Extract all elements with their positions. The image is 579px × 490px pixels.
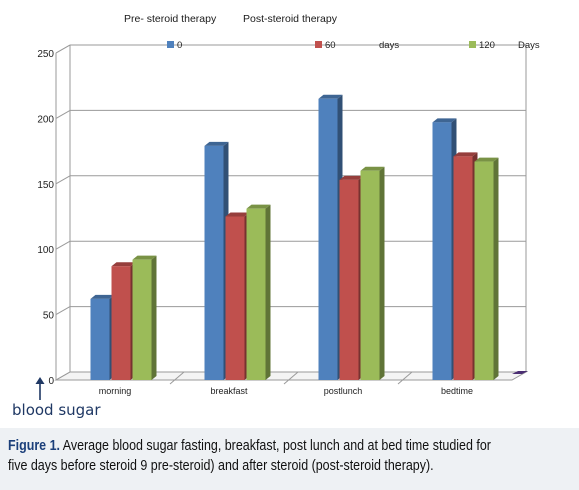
- blood-sugar-label: blood sugar: [12, 401, 101, 419]
- bar-bedtime-60: [453, 156, 473, 380]
- bar-top: [339, 175, 364, 180]
- x-tick-label: postlunch: [324, 386, 363, 396]
- bar-morning-0: [90, 298, 110, 380]
- figure-caption: Figure 1. Average blood sugar fasting, b…: [8, 436, 495, 476]
- bar-breakfast-0: [204, 145, 224, 380]
- bar-breakfast-120: [246, 208, 266, 380]
- legend-swatch: [469, 41, 476, 48]
- bar-top: [90, 294, 115, 299]
- floor-marker: [512, 371, 528, 374]
- bar-side: [379, 166, 385, 380]
- y-tick-label: 50: [43, 311, 55, 322]
- caption-box: [0, 428, 579, 490]
- legend-label: 120: [479, 40, 495, 51]
- bar-top: [360, 166, 385, 171]
- bar-top: [318, 94, 343, 99]
- bar-bedtime-0: [432, 122, 452, 380]
- bar-side: [265, 204, 271, 380]
- y-tick-label: 250: [37, 49, 54, 60]
- bar-side: [151, 255, 157, 380]
- header-pre-steroid: Pre- steroid therapy: [124, 13, 217, 25]
- caption-label: Figure 1.: [8, 438, 60, 454]
- bar-breakfast-60: [225, 216, 245, 380]
- bar-morning-60: [111, 266, 131, 380]
- y-tick-label: 200: [37, 114, 54, 125]
- up-arrow-icon: [35, 377, 45, 400]
- bar-top: [111, 262, 136, 267]
- category-divider: [397, 371, 413, 385]
- legend-suffix: Days: [518, 40, 540, 51]
- legend-swatch: [315, 41, 322, 48]
- x-tick-label: morning: [99, 386, 132, 396]
- category-divider: [283, 371, 299, 385]
- x-tick-label: bedtime: [441, 386, 473, 396]
- legend-label: 60: [325, 40, 336, 51]
- bar-top: [204, 141, 229, 146]
- gridline-side: [55, 175, 71, 185]
- legend-suffix: days: [379, 40, 399, 51]
- left-wall-floor: [55, 371, 71, 381]
- bar-top: [132, 255, 157, 260]
- gridline-side: [55, 44, 71, 54]
- legend-swatch: [167, 41, 174, 48]
- gridline-side: [55, 240, 71, 250]
- header-post-steroid: Post-steroid therapy: [243, 13, 338, 25]
- y-tick-label: 0: [48, 376, 54, 387]
- bar-postlunch-0: [318, 98, 338, 380]
- bar-top: [474, 157, 499, 162]
- y-tick-label: 150: [37, 180, 54, 191]
- gridline-side: [55, 109, 71, 119]
- bar-top: [225, 212, 250, 217]
- bar-postlunch-120: [360, 170, 380, 380]
- y-tick-label: 100: [37, 245, 54, 256]
- bar-top: [453, 152, 478, 157]
- gridline-side: [55, 306, 71, 316]
- bar-top: [246, 204, 271, 209]
- category-divider: [169, 371, 185, 385]
- bar-bedtime-120: [474, 161, 494, 380]
- bar-top: [432, 118, 457, 123]
- caption-text: Average blood sugar fasting, breakfast, …: [8, 438, 491, 474]
- legend-label: 0: [177, 40, 182, 51]
- bar-postlunch-60: [339, 179, 359, 380]
- bar-side: [493, 157, 499, 380]
- x-tick-label: breakfast: [210, 386, 248, 396]
- bar-chart: 0 50 100 150 200 250 morning breakfast postlunch…: [37, 13, 540, 396]
- bar-morning-120: [132, 259, 152, 380]
